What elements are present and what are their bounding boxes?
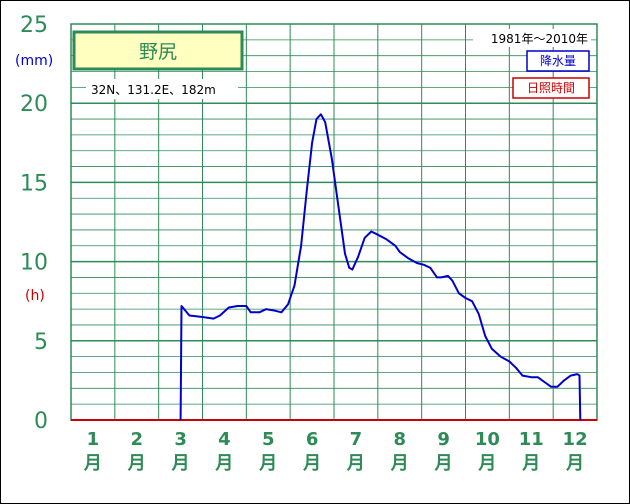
x-tick-month-number: 3 bbox=[174, 429, 187, 450]
y-unit-sun: (h) bbox=[25, 288, 45, 304]
x-tick-month-number: 11 bbox=[519, 429, 544, 450]
x-tick-month-number: 10 bbox=[475, 429, 500, 450]
x-tick-month-unit: 月 bbox=[83, 453, 102, 474]
y-tick-label: 25 bbox=[20, 13, 48, 38]
location-box bbox=[86, 79, 238, 99]
x-tick-month-unit: 月 bbox=[171, 453, 190, 474]
x-tick-month-number: 12 bbox=[563, 429, 588, 450]
series bbox=[179, 113, 582, 421]
y-tick-label: 10 bbox=[20, 251, 48, 276]
y-tick-label: 20 bbox=[20, 92, 48, 117]
x-tick-month-unit: 月 bbox=[521, 453, 540, 474]
x-tick-month-number: 4 bbox=[218, 429, 231, 450]
station-location: 32N、131.2E、182m bbox=[91, 83, 216, 97]
x-tick-month-unit: 月 bbox=[302, 453, 321, 474]
y-axis-ticks: 0 5 10 15 20 25 bbox=[20, 13, 48, 434]
x-tick-month-number: 2 bbox=[130, 429, 143, 450]
x-tick-month-unit: 月 bbox=[477, 453, 496, 474]
y-tick-label: 0 bbox=[34, 409, 48, 434]
x-tick-month-number: 9 bbox=[437, 429, 450, 450]
period-label: 1981年〜2010年 bbox=[491, 32, 588, 46]
x-tick-month-number: 1 bbox=[87, 429, 100, 450]
x-axis-ticks: 1 月 2 月 3 月 4 月 5 月 6 月 7 月 8 月 9 月 10 月 11 月 12 月 bbox=[83, 429, 588, 474]
series-line-precip bbox=[179, 113, 582, 421]
y-tick-label: 15 bbox=[20, 171, 48, 196]
x-tick-month-number: 5 bbox=[262, 429, 275, 450]
title-box bbox=[72, 30, 244, 71]
y-unit-precip: (mm) bbox=[15, 53, 53, 69]
legend-precip-label: 降水量 bbox=[540, 54, 576, 68]
legend-sun-label: 日照時間 bbox=[527, 81, 575, 95]
x-tick-month-unit: 月 bbox=[346, 453, 365, 474]
legend-sun-box bbox=[512, 77, 590, 99]
legend-precip-box bbox=[526, 50, 590, 72]
period-box bbox=[473, 29, 591, 47]
x-tick-month-number: 7 bbox=[350, 429, 363, 450]
x-tick-month-number: 6 bbox=[306, 429, 319, 450]
x-tick-month-unit: 月 bbox=[390, 453, 409, 474]
x-tick-month-unit: 月 bbox=[127, 453, 146, 474]
y-tick-label: 5 bbox=[34, 330, 48, 355]
x-tick-month-unit: 月 bbox=[565, 453, 584, 474]
station-title: 野尻 bbox=[139, 41, 177, 63]
x-tick-month-number: 8 bbox=[393, 429, 406, 450]
x-tick-month-unit: 月 bbox=[434, 453, 453, 474]
x-tick-month-unit: 月 bbox=[214, 453, 233, 474]
x-tick-month-unit: 月 bbox=[258, 453, 277, 474]
